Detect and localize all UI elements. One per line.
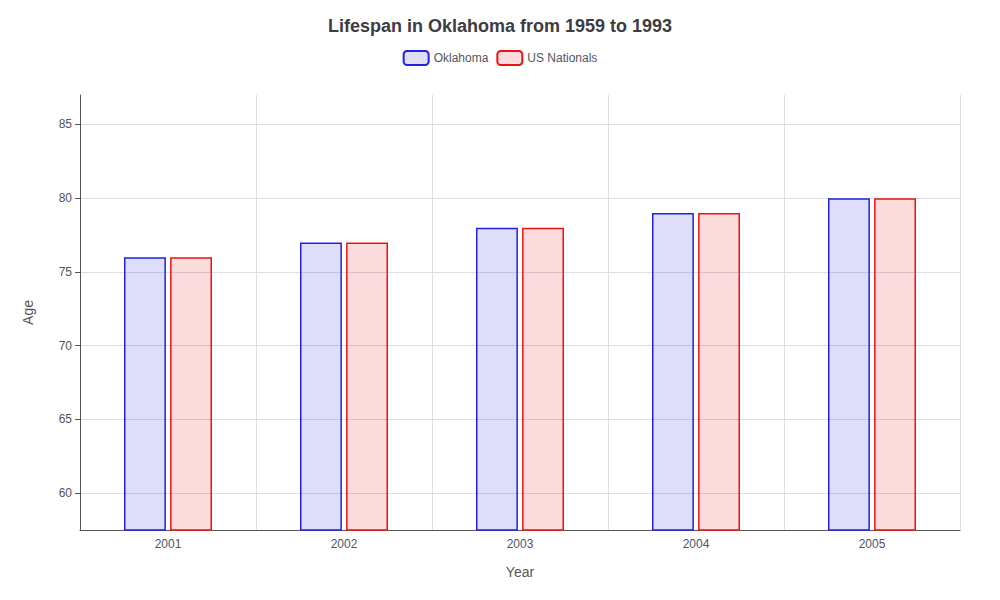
svg-text:60: 60 <box>59 486 73 500</box>
svg-text:Oklahoma: Oklahoma <box>434 51 489 65</box>
svg-text:2003: 2003 <box>507 537 534 551</box>
svg-text:2001: 2001 <box>155 537 182 551</box>
svg-text:85: 85 <box>59 117 73 131</box>
svg-text:70: 70 <box>59 339 73 353</box>
svg-text:2004: 2004 <box>683 537 710 551</box>
svg-text:Lifespan in Oklahoma from 1959: Lifespan in Oklahoma from 1959 to 1993 <box>328 16 672 36</box>
svg-text:Age: Age <box>20 300 36 325</box>
svg-text:75: 75 <box>59 265 73 279</box>
svg-text:Year: Year <box>506 564 535 580</box>
svg-text:US Nationals: US Nationals <box>527 51 597 65</box>
svg-text:2002: 2002 <box>331 537 358 551</box>
svg-text:65: 65 <box>59 412 73 426</box>
svg-text:80: 80 <box>59 191 73 205</box>
svg-text:2005: 2005 <box>859 537 886 551</box>
